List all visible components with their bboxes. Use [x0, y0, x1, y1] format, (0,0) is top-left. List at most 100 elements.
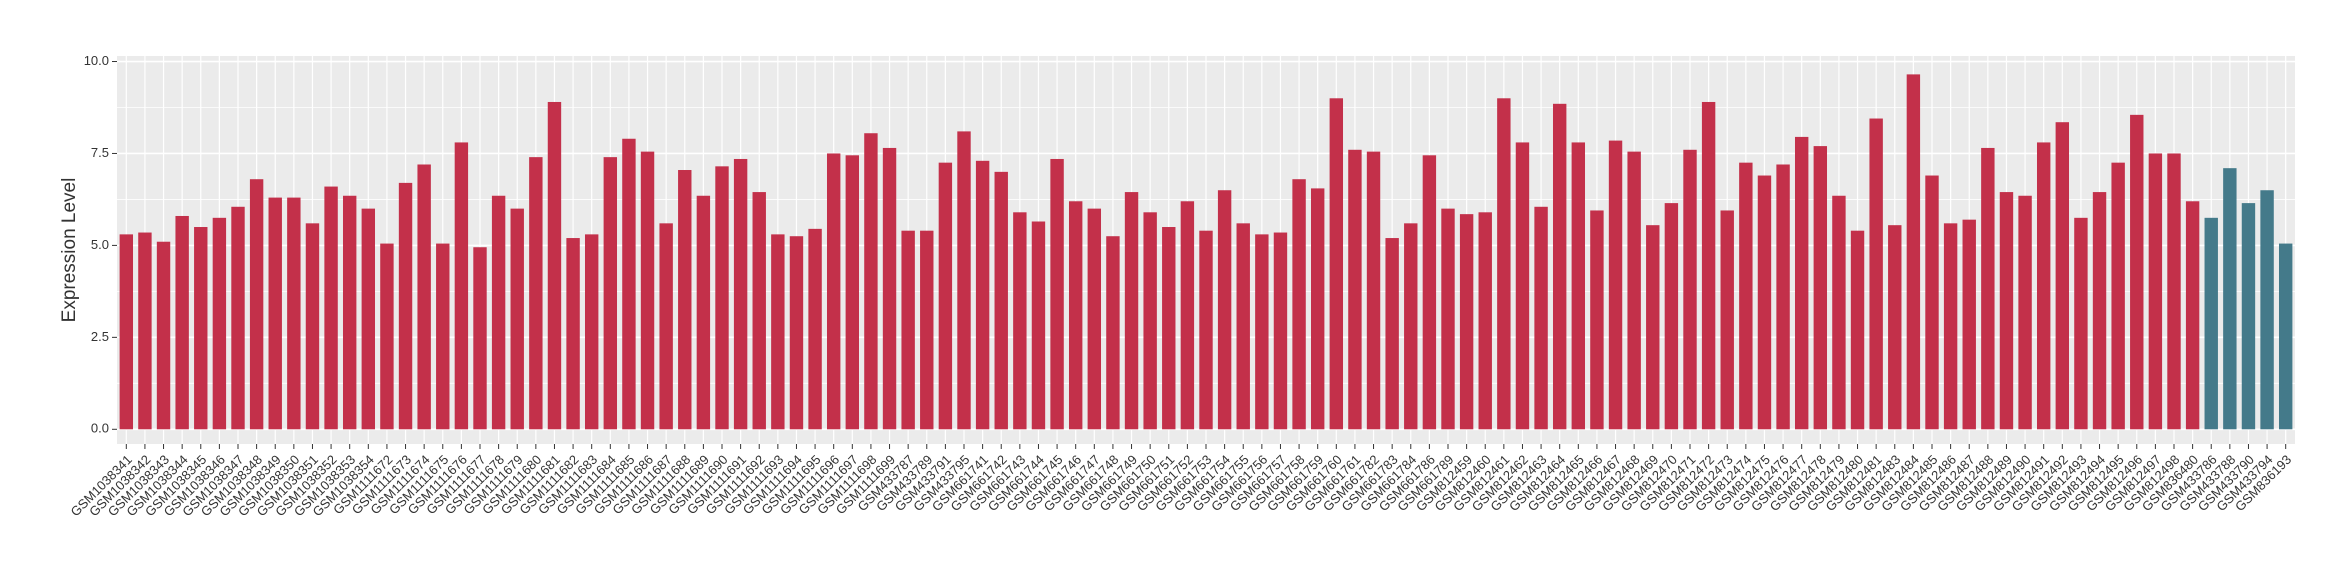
bar [1869, 118, 1883, 430]
bar [2260, 190, 2274, 430]
bar [733, 158, 748, 430]
bar [1850, 230, 1865, 430]
bar [2278, 243, 2293, 430]
bar [1497, 98, 1511, 430]
bar [1701, 101, 1716, 430]
bar [1478, 212, 1492, 430]
bar [808, 228, 822, 430]
bar [2167, 153, 2181, 430]
bar [1720, 210, 1734, 430]
bar [1943, 223, 1958, 430]
bar [194, 227, 208, 430]
bar [1329, 98, 1344, 430]
bar [1571, 142, 1586, 430]
bar [1199, 230, 1213, 430]
y-tick-label: 10.0 [84, 53, 109, 68]
bar [901, 230, 915, 430]
bar [1292, 179, 1306, 430]
bar [1627, 151, 1641, 430]
bar [436, 243, 450, 430]
bar [1794, 136, 1809, 430]
bar [2130, 114, 2144, 430]
bar [1739, 162, 1753, 430]
bar [696, 195, 711, 430]
bar [1776, 164, 1790, 430]
bar [1273, 232, 1288, 430]
bar [1050, 158, 1064, 430]
bar [1999, 192, 2014, 430]
bar [1310, 188, 1325, 430]
bar [752, 192, 766, 430]
bar [640, 151, 655, 430]
bar [1646, 225, 1660, 430]
bar [1664, 203, 1679, 430]
bar [1124, 192, 1139, 430]
bar [1459, 214, 1474, 430]
bar [1813, 146, 1828, 430]
bar [771, 234, 785, 430]
bar [584, 234, 599, 430]
bar [1590, 210, 1604, 430]
bar [994, 171, 1008, 430]
y-tick-label: 0.0 [91, 421, 109, 436]
bar [2223, 168, 2237, 430]
bar [2204, 217, 2218, 430]
bar [1981, 147, 1995, 430]
bar [2018, 195, 2032, 430]
bar [566, 238, 580, 430]
bar [212, 217, 227, 430]
bar [2148, 153, 2163, 430]
bar [864, 133, 878, 430]
bar [1404, 223, 1418, 430]
bar [1162, 227, 1176, 430]
bar [2074, 217, 2088, 430]
bar [1348, 149, 1362, 430]
bar [510, 208, 524, 430]
y-tick-label: 7.5 [91, 145, 109, 160]
y-tick-label: 2.5 [91, 329, 109, 344]
bar [305, 223, 320, 430]
bar [1013, 212, 1027, 430]
bar [1832, 195, 1846, 430]
bar [1757, 175, 1772, 430]
bar [845, 155, 860, 430]
bar [826, 153, 841, 430]
bar [324, 186, 338, 430]
bar [1925, 175, 1939, 430]
bar [938, 162, 953, 430]
bar [1385, 238, 1399, 430]
bar [1068, 201, 1083, 430]
bar [1180, 201, 1195, 430]
bar [1217, 190, 1232, 430]
bar [361, 208, 376, 430]
bar [1962, 219, 1976, 430]
bar [1236, 223, 1250, 430]
bar [622, 138, 636, 430]
bar [547, 101, 562, 430]
bar [715, 166, 729, 430]
bar [1143, 212, 1157, 430]
bar [473, 247, 487, 430]
y-axis-label: Expression Level [59, 178, 80, 323]
bar [957, 131, 971, 430]
bar [156, 241, 171, 430]
bar [119, 234, 134, 430]
bar [1255, 234, 1269, 430]
bar [380, 243, 394, 430]
bar [882, 147, 897, 430]
bar [342, 195, 357, 430]
bar [1422, 155, 1437, 430]
bar [975, 160, 990, 430]
bar [1031, 221, 1046, 430]
bar [175, 215, 189, 430]
bar [1906, 74, 1921, 430]
bar [2185, 201, 2200, 430]
bar [1106, 236, 1120, 430]
y-tick-label: 5.0 [91, 237, 109, 252]
bar [678, 170, 692, 430]
bar [454, 142, 469, 430]
bar [2036, 142, 2051, 430]
bar [231, 206, 245, 430]
bar [1515, 142, 1530, 430]
bar [417, 164, 431, 430]
